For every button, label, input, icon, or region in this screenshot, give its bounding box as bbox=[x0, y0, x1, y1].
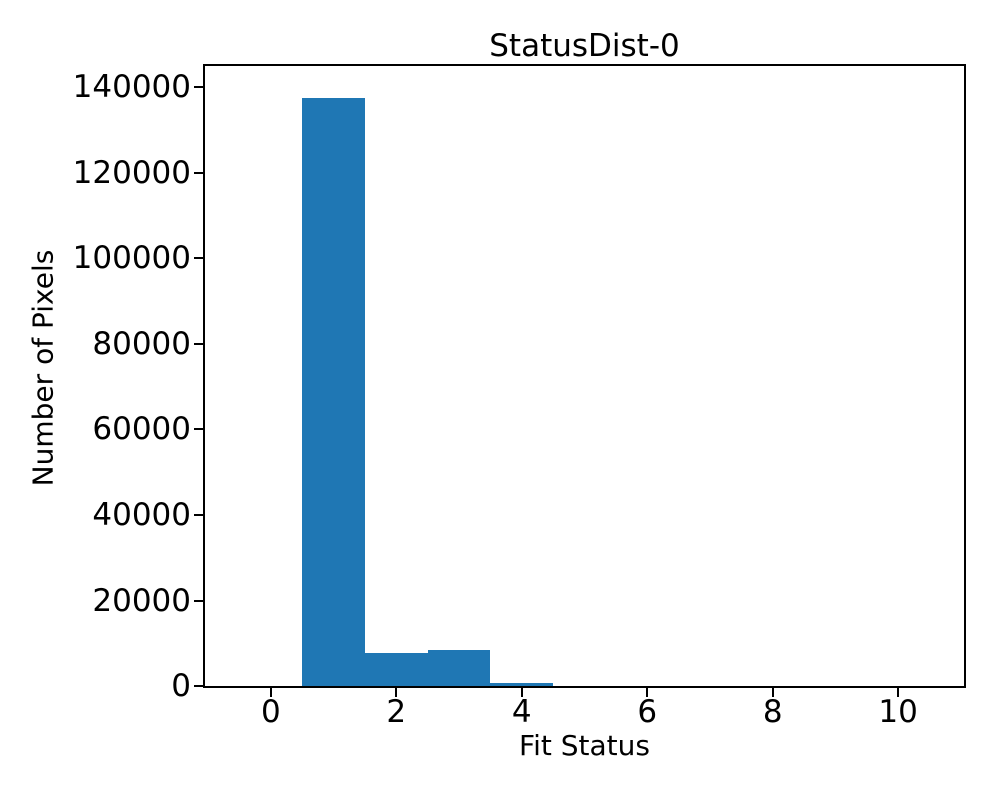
y-tick-label: 120000 bbox=[72, 154, 191, 191]
x-axis-label: Fit Status bbox=[519, 729, 650, 762]
y-tick-label: 40000 bbox=[92, 497, 191, 533]
y-tick-mark bbox=[194, 342, 203, 345]
x-tick-mark bbox=[395, 688, 398, 697]
y-tick-mark bbox=[194, 599, 203, 602]
x-tick-mark bbox=[520, 688, 523, 697]
x-tick-label: 6 bbox=[637, 694, 658, 730]
y-tick-mark bbox=[194, 171, 203, 174]
y-tick-label: 20000 bbox=[92, 582, 191, 619]
y-tick-mark bbox=[194, 514, 203, 516]
y-axis-label: Number of Pixels bbox=[26, 249, 60, 487]
x-tick-label: 4 bbox=[511, 694, 532, 730]
y-tick-mark bbox=[194, 257, 203, 260]
x-tick-label: 2 bbox=[386, 694, 407, 730]
histogram-bar bbox=[302, 98, 365, 686]
y-tick-label: 80000 bbox=[92, 325, 191, 362]
y-tick-label: 140000 bbox=[72, 69, 191, 106]
y-tick-mark bbox=[194, 685, 203, 687]
x-tick-mark bbox=[771, 688, 774, 697]
chart-title: StatusDist-0 bbox=[489, 28, 680, 64]
x-tick-mark bbox=[269, 688, 272, 697]
y-tick-mark bbox=[194, 428, 203, 431]
y-tick-label: 60000 bbox=[92, 411, 191, 448]
y-tick-label: 100000 bbox=[72, 240, 191, 277]
y-tick-mark bbox=[194, 86, 203, 89]
histogram-bar bbox=[427, 650, 491, 686]
x-tick-label: 10 bbox=[878, 694, 918, 730]
y-tick-label: 0 bbox=[171, 668, 191, 704]
x-tick-label: 0 bbox=[261, 694, 281, 730]
histogram-bar bbox=[365, 653, 428, 686]
histogram-bar bbox=[490, 682, 554, 686]
x-tick-label: 8 bbox=[762, 694, 783, 730]
x-tick-mark bbox=[897, 688, 900, 697]
x-tick-mark bbox=[646, 688, 649, 697]
